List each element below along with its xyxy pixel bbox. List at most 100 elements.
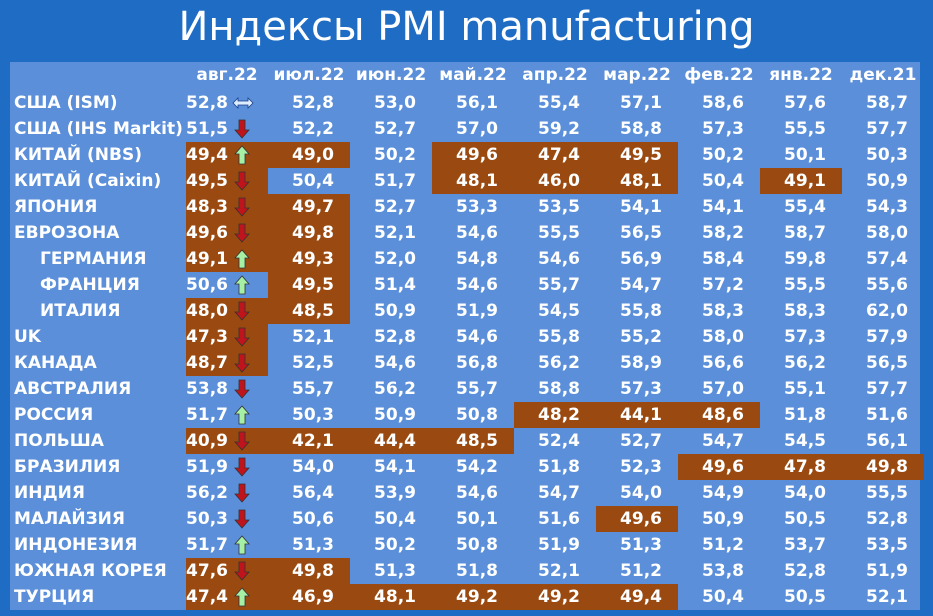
row-name: ГЕРМАНИЯ: [40, 249, 147, 269]
cell-value: 52,1: [374, 223, 416, 243]
cell-value: 52,5: [292, 353, 334, 373]
cell-value: 54,6: [538, 249, 580, 269]
row-name: UK: [14, 327, 41, 347]
cell-value: 49,1: [784, 171, 826, 191]
cell-value: 55,5: [866, 483, 908, 503]
cell-value: 58,9: [620, 353, 662, 373]
cell-value: 55,4: [538, 93, 580, 113]
cell-value: 50,6: [186, 275, 228, 295]
cell-value: 54,7: [702, 431, 744, 451]
highlight: [268, 298, 350, 324]
cell-value: 56,6: [702, 353, 744, 373]
cell-value: 55,5: [784, 119, 826, 139]
cell-value: 55,7: [456, 379, 498, 399]
trend-arrow: [234, 509, 250, 529]
column-header: фев.22: [684, 65, 754, 85]
cell-value: 49,7: [292, 197, 334, 217]
highlight: [678, 402, 760, 428]
cell-value: 49,6: [456, 145, 498, 165]
cell-value: 58,0: [702, 327, 744, 347]
cell-value: 58,4: [702, 249, 744, 269]
cell-value: 58,8: [620, 119, 662, 139]
cell-value: 47,4: [186, 587, 228, 607]
cell-value: 48,2: [538, 405, 580, 425]
cell-value: 49,6: [186, 223, 228, 243]
column-header: июн.22: [355, 65, 427, 85]
cell-value: 56,2: [538, 353, 580, 373]
cell-value: 57,3: [784, 327, 826, 347]
arrow-shape: [234, 327, 250, 347]
cell-value: 49,5: [186, 171, 228, 191]
highlight: [268, 142, 350, 168]
highlight: [186, 584, 268, 610]
cell-value: 52,7: [374, 119, 416, 139]
cell-value: 44,1: [620, 405, 662, 425]
trend-arrow: [234, 431, 250, 451]
row-name: МАЛАЙЗИЯ: [14, 509, 125, 529]
row-name: КИТАЙ (Caixin): [14, 171, 162, 191]
cell-value: 49,3: [292, 249, 334, 269]
highlight: [432, 584, 514, 610]
cell-value: 57,1: [620, 93, 662, 113]
cell-value: 44,4: [374, 431, 416, 451]
cell-value: 56,4: [292, 483, 334, 503]
arrow-shape: [234, 457, 250, 477]
highlight: [268, 272, 350, 298]
arrow-shape: [234, 249, 250, 269]
cell-value: 53,7: [784, 535, 826, 555]
highlight: [186, 298, 268, 324]
cell-value: 57,0: [702, 379, 744, 399]
cell-value: 51,9: [866, 561, 908, 581]
highlight: [186, 350, 268, 376]
trend-arrow: [234, 145, 250, 165]
row-name: ЯПОНИЯ: [14, 197, 98, 217]
cell-value: 46,0: [538, 171, 580, 191]
cell-value: 59,2: [538, 119, 580, 139]
cell-value: 58,7: [866, 93, 908, 113]
cell-value: 54,5: [538, 301, 580, 321]
cell-value: 57,7: [866, 379, 908, 399]
cell-value: 50,5: [784, 587, 826, 607]
highlight: [596, 142, 678, 168]
row-name: США (IHS Markit): [14, 119, 183, 139]
cell-value: 55,8: [620, 301, 662, 321]
trend-arrow: [234, 327, 250, 347]
cell-value: 56,2: [186, 483, 228, 503]
cell-value: 56,9: [620, 249, 662, 269]
cell-value: 50,1: [456, 509, 498, 529]
cell-value: 50,9: [374, 301, 416, 321]
cell-value: 52,8: [784, 561, 826, 581]
cell-value: 52,7: [620, 431, 662, 451]
cell-value: 56,2: [784, 353, 826, 373]
cell-value: 53,3: [456, 197, 498, 217]
cell-value: 51,9: [186, 457, 228, 477]
cell-value: 62,0: [866, 301, 908, 321]
cell-value: 48,5: [292, 301, 334, 321]
cell-value: 49,4: [186, 145, 228, 165]
highlight: [186, 220, 268, 246]
cell-value: 54,5: [784, 431, 826, 451]
arrow-shape: [232, 97, 254, 109]
cell-value: 48,1: [374, 587, 416, 607]
highlight: [842, 454, 924, 480]
cell-value: 57,6: [784, 93, 826, 113]
cell-value: 56,8: [456, 353, 498, 373]
cell-value: 51,8: [784, 405, 826, 425]
cell-value: 50,4: [292, 171, 334, 191]
trend-arrow: [234, 223, 250, 243]
cell-value: 51,5: [186, 119, 228, 139]
cell-value: 49,2: [538, 587, 580, 607]
cell-value: 51,8: [456, 561, 498, 581]
cell-value: 50,5: [784, 509, 826, 529]
cell-value: 51,3: [374, 561, 416, 581]
cell-value: 52,1: [866, 587, 908, 607]
trend-arrow: [232, 97, 254, 109]
row-name: ФРАНЦИЯ: [40, 275, 140, 295]
cell-value: 46,9: [292, 587, 334, 607]
cell-value: 53,5: [538, 197, 580, 217]
cell-value: 51,3: [620, 535, 662, 555]
row-name: КАНАДА: [14, 353, 97, 373]
trend-arrow: [234, 379, 250, 399]
cell-value: 57,3: [620, 379, 662, 399]
cell-value: 47,8: [784, 457, 826, 477]
